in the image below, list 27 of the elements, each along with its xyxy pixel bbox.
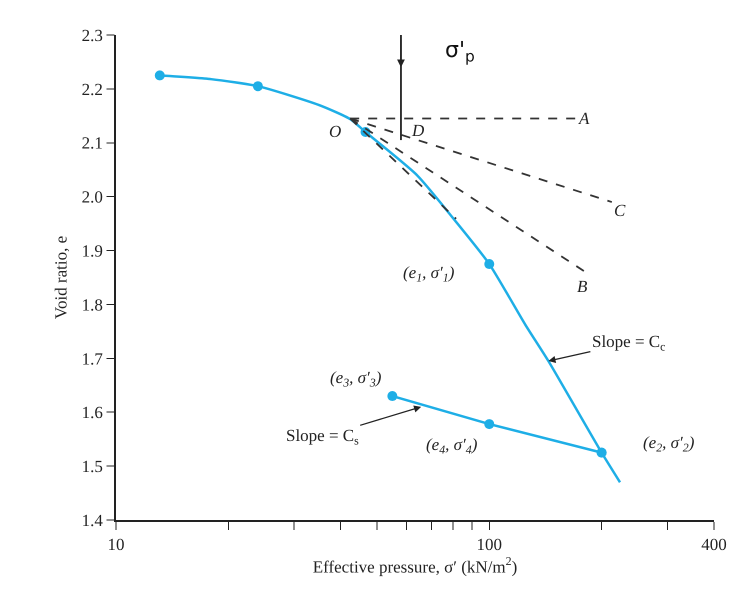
y-axis-title: Void ratio, e (52, 236, 71, 320)
y-tick-label: 1.7 (82, 349, 104, 368)
annotation: (e$_{4}$, σ′$_{4}$) (426, 435, 478, 457)
y-tick-label: 2.3 (82, 26, 103, 45)
annotation: B (577, 277, 588, 296)
annotation: Slope = C$_{s}$ (286, 426, 360, 448)
y-tick-label: 1.6 (82, 403, 103, 422)
annotation: (e$_{3}$, σ′$_{3}$) (330, 368, 382, 390)
x-tick-label: 100 (476, 535, 502, 554)
y-tick-label: 2.1 (82, 134, 103, 153)
annotation: C (614, 201, 626, 220)
annotation: O (329, 122, 342, 141)
y-tick-label: 1.9 (82, 242, 103, 261)
y-tick-label: 1.8 (82, 295, 103, 314)
x-tick-label: 400 (701, 535, 727, 554)
y-tick-label: 2.2 (82, 80, 103, 99)
x-axis-title: Effective pressure, σ′ (kN/m$^{2}$) (312, 554, 518, 576)
annotation: (e$_{2}$, σ′$_{2}$) (643, 433, 695, 455)
y-tick-label: 1.5 (82, 457, 103, 476)
annotation: (e$_{1}$, σ′$_{1}$) (403, 263, 455, 285)
x-tick-label: 10 (108, 535, 124, 554)
annotation: σ'$_{p}$ (445, 38, 475, 66)
y-tick-label: 2.0 (82, 188, 103, 207)
y-tick-label: 1.4 (82, 510, 104, 530)
annotation: A (578, 109, 590, 128)
annotation: Slope = C$_{c}$ (592, 332, 666, 354)
annotation: D (411, 121, 425, 140)
